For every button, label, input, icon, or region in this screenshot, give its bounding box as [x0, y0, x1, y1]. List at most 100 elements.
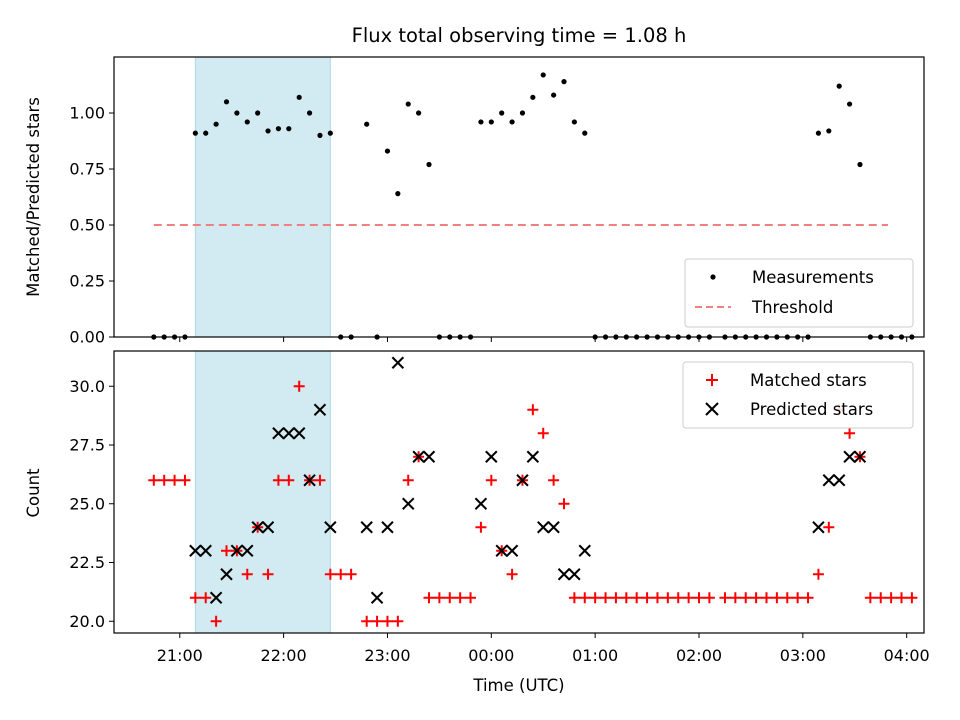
shaded-interval [194, 350, 331, 634]
bottom-y-axis-label: Count [24, 468, 43, 518]
predicted-star-marker [199, 544, 212, 557]
bottom-y-tick-label: 20.0 [69, 612, 105, 631]
matched-star-marker [844, 427, 856, 439]
top-plot-frame [113, 56, 925, 338]
matched-star-marker [558, 498, 570, 510]
matched-star-marker [200, 592, 212, 604]
predicted-star-marker [537, 521, 550, 534]
predicted-marker-b [282, 427, 296, 440]
bottom-panel: 20.0 22.5 25.0 27.5 30.0 21:00 22:00 23:00 00:0… [24, 350, 930, 695]
bottom-y-axis: 20.0 22.5 25.0 27.5 30.0 [69, 377, 114, 631]
matched-star-marker [465, 592, 477, 604]
predicted-marker-b [324, 521, 337, 534]
predicted-marker-b [313, 403, 327, 416]
predicted-marker-b [230, 544, 244, 557]
matched-star-marker [454, 592, 466, 604]
matched-star-marker [485, 474, 497, 486]
top-y-tick-label: 0.00 [69, 328, 105, 347]
matched-star-marker [896, 592, 907, 604]
measurement-point [815, 130, 822, 136]
bottom-y-tick-label: 25.0 [69, 494, 105, 513]
predicted-marker-b [516, 474, 529, 487]
top-x-ticks [179, 337, 908, 342]
matched-star-marker [262, 568, 274, 580]
matched-star-marker [823, 521, 835, 533]
predicted-marker-b [537, 521, 550, 534]
predicted-star-marker [557, 568, 571, 581]
bottom-x-tick-label: 23:00 [364, 646, 410, 665]
top-y-tick-label: 0.50 [69, 216, 105, 235]
bottom-y-tick-label: 30.0 [69, 377, 105, 396]
matched-star-marker [885, 592, 897, 604]
measurement-point [286, 126, 292, 132]
measurement-point [551, 92, 557, 98]
measurement-point [192, 130, 198, 136]
measurement-point [384, 148, 391, 154]
measurement-point [213, 121, 219, 127]
predicted-star-marker [822, 474, 836, 487]
matched-star-marker [158, 474, 170, 486]
measurement-point [561, 79, 567, 85]
matched-star-marker [189, 592, 201, 604]
top-y-axis-label: Matched/Predicted stars [24, 97, 43, 297]
predicted-star-marker [303, 474, 316, 487]
matched-star-marker [537, 427, 549, 439]
predicted-marker-b [370, 591, 384, 604]
measurement-point [395, 191, 401, 197]
matched-star-marker [179, 474, 191, 486]
bottom-x-tick-label: 04:00 [884, 646, 930, 665]
matched-star-marker [361, 615, 373, 627]
matched-star-marker [283, 474, 295, 486]
predicted-marker-b [853, 450, 867, 463]
predicted-marker-b [189, 544, 202, 557]
legend-measurements-marker [710, 274, 716, 280]
matched-star-marker [703, 592, 715, 604]
predicted-marker-b [209, 591, 223, 604]
predicted-marker-b [303, 474, 316, 487]
matched-star-marker [683, 592, 695, 604]
matched-star-marker [579, 592, 591, 604]
measurement-point [234, 110, 240, 116]
measurement-point [826, 128, 832, 134]
measurement-point [530, 94, 536, 100]
predicted-marker-b [292, 427, 306, 440]
bottom-x-tick-label: 01:00 [572, 646, 618, 665]
predicted-star-marker [547, 521, 560, 534]
matched-star-marker [527, 404, 539, 416]
matched-star-marker [381, 615, 393, 627]
predicted-marker-b [526, 450, 540, 463]
bottom-observing-interval [194, 350, 331, 634]
predicted-star-marker [422, 450, 436, 463]
predicted-marker-b [822, 474, 836, 487]
measurement-point [296, 94, 302, 100]
top-y-tick-label: 0.25 [69, 272, 105, 291]
measurement-point [540, 72, 546, 78]
matched-star-marker [802, 592, 814, 604]
matched-star-marker [662, 592, 674, 604]
measurement-point [317, 132, 323, 138]
predicted-marker-b [832, 474, 846, 487]
top-y-axis: 0.00 0.25 0.50 0.75 1.00 [69, 104, 114, 347]
predicted-marker-b [220, 568, 233, 581]
matched-star-marker [620, 592, 632, 604]
predicted-marker-b [485, 450, 498, 463]
matched-stars-series [148, 380, 918, 627]
measurement-point [582, 130, 588, 136]
matched-star-marker [641, 592, 653, 604]
top-y-tick-label: 0.75 [69, 160, 105, 179]
predicted-marker-b [402, 497, 415, 510]
bottom-legend: Matched stars Predicted stars [682, 361, 914, 429]
top-observing-interval [194, 56, 331, 338]
predicted-marker-b [568, 568, 581, 581]
predicted-star-marker [189, 544, 202, 557]
predicted-star-marker [370, 591, 384, 604]
predicted-star-marker [568, 568, 581, 581]
measurement-point [364, 121, 370, 127]
matched-star-marker [600, 592, 612, 604]
matched-star-marker [272, 474, 284, 486]
predicted-star-marker [516, 474, 529, 487]
predicted-star-marker [220, 568, 233, 581]
predicted-star-marker [402, 497, 415, 510]
bottom-y-tick-label: 27.5 [69, 436, 105, 455]
